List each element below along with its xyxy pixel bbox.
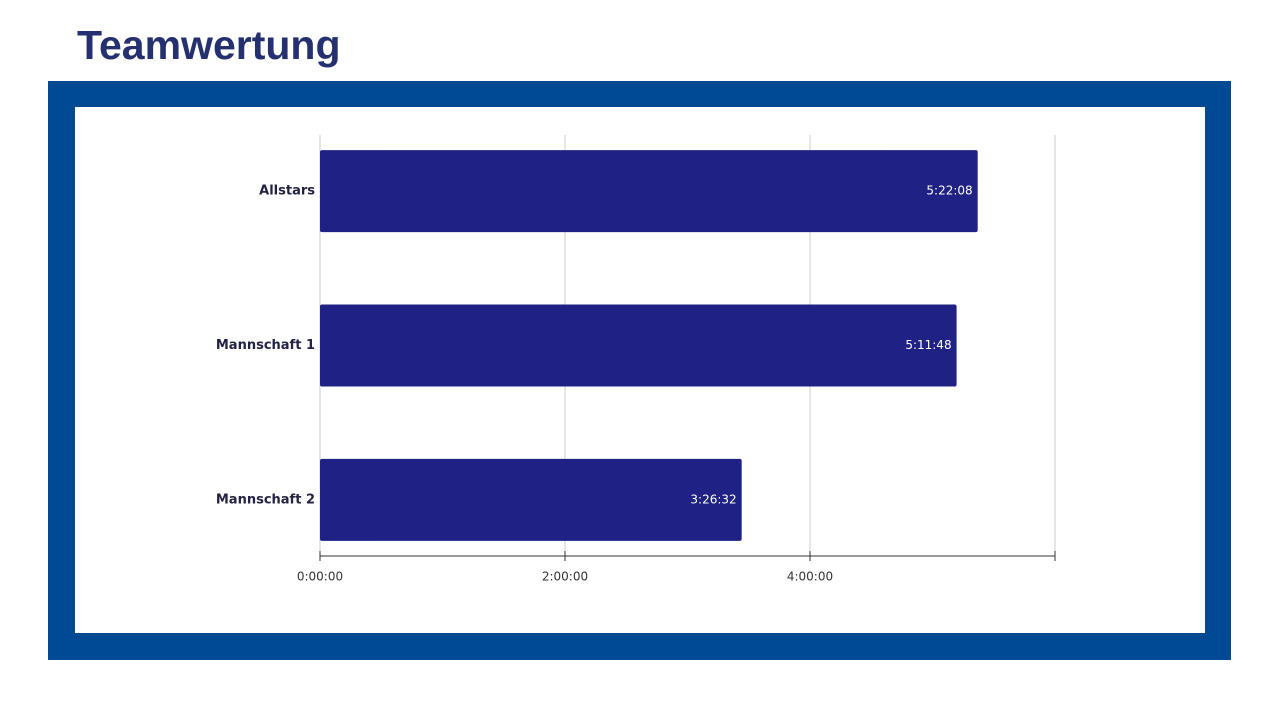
bar: [320, 458, 742, 541]
y-tick-label: Mannschaft 1: [216, 338, 315, 353]
value-label: 5:11:48: [905, 338, 951, 352]
bar: [320, 150, 978, 233]
y-tick-label: Mannschaft 2: [216, 492, 315, 507]
value-label: 5:22:08: [926, 184, 972, 198]
bar: [320, 304, 957, 387]
value-label: 3:26:32: [690, 492, 736, 506]
x-tick-label: 0:00:00: [297, 570, 343, 584]
x-tick-label: 2:00:00: [542, 570, 588, 584]
slide-title: Teamwertung: [77, 22, 341, 68]
x-tick-label: 4:00:00: [787, 570, 833, 584]
y-tick-label: Allstars: [259, 184, 315, 199]
